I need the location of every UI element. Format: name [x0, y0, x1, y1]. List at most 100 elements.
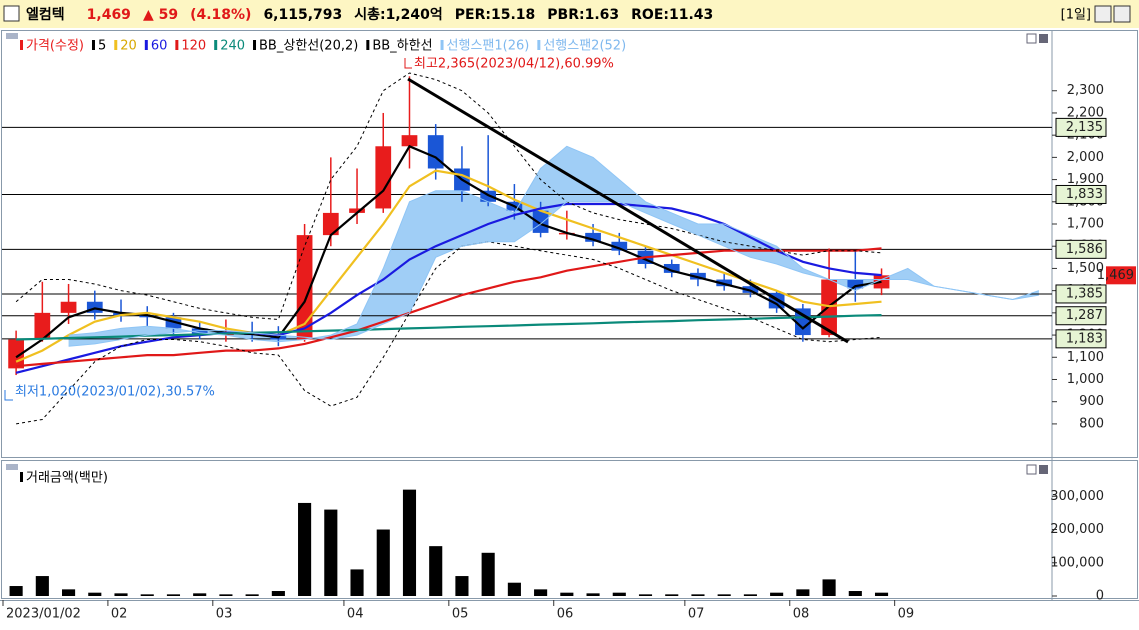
y-tick-label: 2,200 [1067, 105, 1104, 120]
checkbox[interactable] [3, 5, 20, 22]
legend-swatch [20, 472, 23, 482]
x-tick-label: 04 [347, 607, 364, 622]
candle-body [60, 301, 77, 313]
legend-entry: 240 [220, 39, 245, 54]
y-tick-label: 1,900 [1067, 172, 1104, 187]
legend-swatch [366, 40, 370, 50]
x-tick-label: 05 [452, 607, 469, 622]
legend-volume: 거래금액(백만) [26, 471, 108, 486]
level-box [1055, 329, 1107, 349]
candle-body [296, 235, 313, 340]
level-label: 2,135 [1066, 120, 1103, 135]
y-tick-label: 2,300 [1067, 83, 1104, 98]
pane-close-button[interactable] [1039, 465, 1048, 474]
level-box [1055, 284, 1107, 304]
legend-entry: 60 [151, 39, 168, 54]
low-annotation: 최저1,020(2023/01/02),30.57% [15, 385, 215, 400]
level-label: 1,833 [1066, 187, 1103, 202]
candle-body [532, 210, 549, 233]
x-tick-label: 08 [793, 607, 810, 622]
current-price-box [1106, 266, 1136, 285]
legend-entry: 5 [98, 39, 106, 54]
volume-bar [612, 592, 626, 596]
x-tick-label: 2023/01/02 [6, 607, 81, 622]
y-tick-label: 1,500 [1067, 261, 1104, 276]
legend-entry: 120 [181, 39, 206, 54]
level-box [1055, 306, 1107, 326]
pane-icon [6, 464, 18, 470]
ichimoku-cloud [68, 146, 1039, 347]
header-row: 엘컴텍 1,469 ▲ 59 (4.18%) 6,115,793 시총:1,240억 PER… [26, 6, 1091, 23]
volume-bar [114, 593, 128, 596]
right-axis: 2,3002,2002,1002,0001,9001,8001,7001,600… [1050, 83, 1136, 604]
legend-price: 가격(수정) [26, 39, 84, 54]
y-tick-label: 1,700 [1067, 217, 1104, 232]
legend-entry: BB_상한선(20,2) [259, 39, 358, 54]
legend-swatch [537, 40, 541, 50]
header-pbr: PBR:1.63 [547, 7, 619, 23]
ma-line [15, 144, 882, 359]
legend-swatch [144, 40, 148, 50]
pane-max-button[interactable] [1026, 33, 1037, 44]
volume-bar [35, 576, 49, 596]
y-tick-label: 800 [1079, 416, 1104, 431]
restore-button[interactable] [1094, 5, 1112, 23]
volume-bar [796, 589, 810, 596]
pane-max-button[interactable] [1026, 464, 1037, 475]
y-tick-label: 2,000 [1067, 150, 1104, 165]
volume-bar [586, 593, 600, 596]
header-bar [0, 0, 1139, 28]
candle-body [611, 241, 628, 251]
y-tick-label: 1,000 [1067, 372, 1104, 387]
y-tick-label: 100,000 [1050, 555, 1104, 570]
x-tick-label: 09 [898, 607, 915, 622]
volume-bar [88, 592, 102, 596]
span-line [68, 145, 1040, 343]
candle-body [663, 263, 680, 273]
volume-bar [481, 552, 495, 596]
volume-bar [507, 582, 521, 596]
ma-line [15, 72, 882, 321]
level-box [1055, 117, 1107, 137]
candle-body [401, 135, 418, 147]
legend-swatch [20, 40, 23, 50]
volume-bar [770, 592, 784, 596]
legend-entry: 선행스팬1(26) [447, 38, 530, 54]
candle-body [585, 232, 601, 242]
volume-bar [743, 594, 757, 596]
volume-bar [560, 592, 574, 596]
annotation-arrow [4, 390, 13, 401]
volume-bar [219, 594, 233, 596]
annotation-arrow [404, 58, 412, 69]
volume-bar [62, 589, 76, 596]
level-label: 1,287 [1066, 308, 1103, 323]
ma-line [16, 314, 882, 341]
candle-body [375, 146, 392, 209]
price-pane [1, 30, 1138, 458]
pane-close-button[interactable] [1039, 34, 1048, 43]
candle-body [165, 317, 182, 329]
legend-swatch [253, 40, 257, 50]
legend-entry: BB_하한선 [372, 39, 432, 54]
level-box [1055, 184, 1107, 204]
x-tick-label: 02 [111, 607, 128, 622]
volume-bar [691, 594, 705, 596]
legend-swatch [214, 40, 218, 50]
volume-bar [376, 529, 390, 596]
y-tick-label: 0 [1096, 589, 1104, 604]
x-tick-label: 07 [688, 607, 705, 622]
volume-bar [271, 591, 285, 596]
x-tick-label: 03 [216, 607, 233, 622]
legend-entry: 선행스팬2(52) [543, 38, 626, 54]
header-name: 엘컴텍 [26, 6, 65, 23]
pane-icon [6, 33, 18, 39]
header-roe: ROE:11.43 [631, 7, 713, 23]
trend-line [407, 77, 849, 344]
volume-bar [140, 594, 154, 596]
volume-bar [534, 589, 548, 596]
close-button[interactable] [1113, 5, 1131, 23]
header-volume: 6,115,793 [263, 7, 342, 23]
y-tick-label: 900 [1079, 394, 1104, 409]
volume-bar [638, 594, 653, 596]
